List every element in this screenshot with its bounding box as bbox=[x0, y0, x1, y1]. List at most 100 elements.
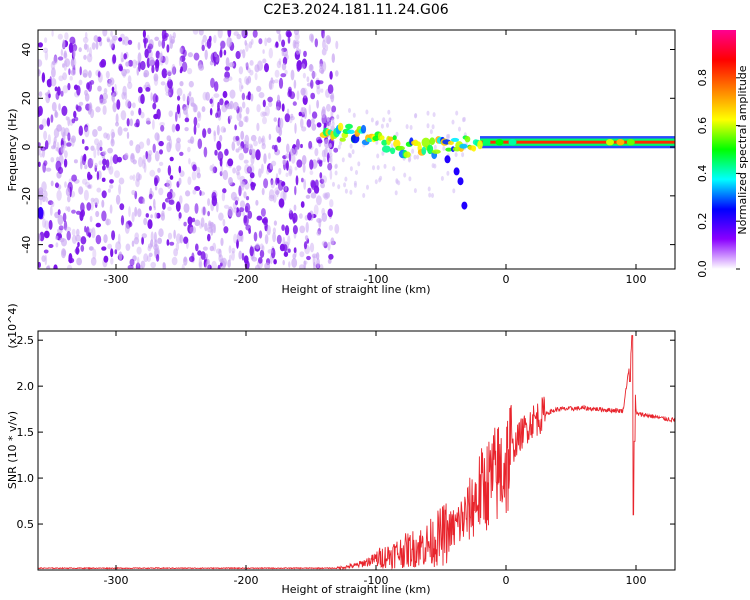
noise-blob bbox=[166, 179, 172, 189]
noise-blob bbox=[310, 79, 314, 89]
signal-branch bbox=[38, 155, 468, 219]
noise-blob bbox=[321, 240, 328, 247]
noise-blob bbox=[278, 198, 285, 208]
noise-blob bbox=[207, 210, 211, 217]
noise-blob bbox=[210, 77, 215, 88]
noise-blob bbox=[167, 79, 173, 89]
noise-blob bbox=[319, 263, 324, 269]
noise-blob bbox=[305, 194, 311, 199]
colorbar-strip bbox=[712, 30, 736, 269]
noise-blob bbox=[302, 87, 308, 99]
noise-blob bbox=[326, 103, 331, 112]
noise-blob bbox=[210, 227, 214, 236]
noise-blob bbox=[262, 116, 267, 125]
noise-blob bbox=[290, 69, 295, 81]
noise-blob bbox=[220, 40, 226, 49]
noise-blob bbox=[266, 37, 272, 43]
noise-blob bbox=[274, 69, 280, 78]
noise-blob bbox=[122, 72, 126, 78]
noise-blob bbox=[235, 209, 242, 218]
noise-blob bbox=[294, 185, 297, 196]
y-tick-label: -40 bbox=[20, 236, 33, 254]
noise-blob bbox=[316, 122, 322, 128]
noise-blob bbox=[179, 234, 184, 244]
noise-blob bbox=[134, 122, 140, 128]
noise-blob bbox=[84, 31, 88, 39]
noise-blob bbox=[306, 76, 310, 83]
noise-blob bbox=[118, 177, 125, 185]
noise-blob bbox=[118, 65, 123, 72]
noise-blob bbox=[202, 34, 207, 43]
noise-blob bbox=[115, 113, 119, 124]
noise-blob bbox=[43, 160, 48, 167]
noise-blob bbox=[349, 166, 353, 172]
noise-blob bbox=[282, 56, 288, 65]
signal-blob bbox=[379, 135, 385, 140]
chart-title: C2E3.2024.181.11.24.G06 bbox=[263, 2, 449, 18]
noise-blob bbox=[301, 63, 306, 70]
noise-blob bbox=[197, 138, 203, 150]
noise-blob bbox=[321, 30, 325, 39]
signal-blob bbox=[626, 138, 635, 146]
noise-blob bbox=[288, 261, 291, 268]
noise-blob bbox=[278, 127, 283, 136]
noise-blob bbox=[145, 87, 151, 92]
noise-blob bbox=[272, 227, 276, 234]
snr-panel: -300 -200 -100 0 100 0.5 1.0 1.5 2.0 2.5 Height … bbox=[6, 303, 676, 596]
noise-blob bbox=[78, 186, 84, 195]
snr-x-axis-label: Height of straight line (km) bbox=[281, 583, 430, 596]
noise-blob bbox=[72, 44, 78, 52]
signal-blob bbox=[616, 138, 625, 146]
noise-blob bbox=[48, 93, 51, 99]
noise-blob bbox=[154, 36, 160, 41]
noise-blob bbox=[193, 52, 200, 61]
noise-blob bbox=[329, 199, 334, 208]
noise-blob bbox=[282, 159, 287, 164]
noise-blob bbox=[148, 56, 155, 67]
noise-blob bbox=[175, 111, 178, 122]
noise-blob bbox=[249, 60, 254, 66]
noise-blob bbox=[429, 129, 433, 135]
noise-blob bbox=[154, 150, 160, 162]
noise-blob bbox=[188, 91, 192, 97]
noise-blob bbox=[207, 198, 211, 207]
x-tick-label: -300 bbox=[104, 273, 129, 286]
noise-blob bbox=[228, 245, 232, 254]
noise-blob bbox=[110, 257, 114, 265]
noise-blob bbox=[296, 60, 303, 71]
noise-blob bbox=[194, 219, 201, 227]
noise-blob bbox=[179, 47, 183, 54]
noise-blob bbox=[238, 152, 244, 161]
noise-blob bbox=[181, 61, 188, 73]
noise-blob bbox=[101, 210, 107, 222]
x-tick-label: -100 bbox=[364, 574, 389, 587]
noise-blob bbox=[409, 125, 413, 130]
noise-blob bbox=[56, 189, 62, 201]
noise-blob bbox=[276, 234, 282, 245]
noise-blob bbox=[238, 230, 244, 237]
noise-blob bbox=[43, 130, 48, 141]
noise-blob bbox=[278, 77, 284, 89]
noise-blob bbox=[143, 38, 147, 49]
noise-blob bbox=[270, 178, 274, 186]
noise-blob bbox=[326, 36, 331, 45]
noise-blob bbox=[339, 140, 342, 146]
noise-blob bbox=[111, 95, 114, 101]
noise-blob bbox=[87, 158, 94, 169]
noise-blob bbox=[219, 171, 223, 177]
noise-blob bbox=[62, 39, 66, 49]
noise-blob bbox=[233, 196, 240, 202]
noise-blob bbox=[388, 117, 392, 123]
noise-blob bbox=[124, 223, 130, 234]
signal-blob bbox=[495, 138, 504, 146]
noise-blob bbox=[208, 35, 212, 43]
noise-blob bbox=[225, 57, 230, 67]
noise-blob bbox=[207, 127, 212, 135]
noise-blob bbox=[247, 210, 253, 219]
noise-blob bbox=[98, 160, 103, 166]
noise-blob bbox=[268, 152, 271, 160]
spectrogram-marks bbox=[38, 30, 675, 269]
noise-blob bbox=[95, 210, 100, 218]
noise-blob bbox=[167, 76, 171, 82]
noise-blob bbox=[55, 242, 59, 248]
